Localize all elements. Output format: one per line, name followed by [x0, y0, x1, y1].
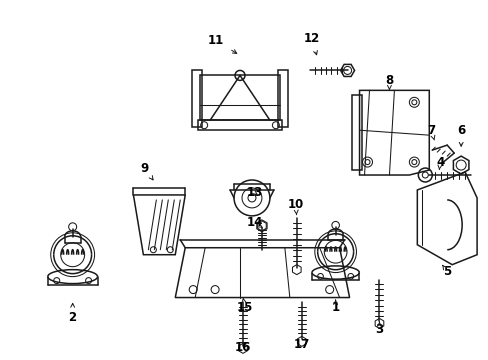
Text: 9: 9	[140, 162, 148, 175]
Text: 8: 8	[385, 74, 393, 87]
Text: 16: 16	[234, 341, 251, 354]
Text: 14: 14	[246, 216, 263, 229]
Text: 15: 15	[236, 301, 253, 314]
Text: 10: 10	[287, 198, 304, 211]
Text: 4: 4	[435, 156, 444, 168]
Text: 17: 17	[293, 338, 309, 351]
Text: 6: 6	[456, 124, 465, 137]
Text: 13: 13	[246, 186, 263, 199]
Text: 7: 7	[427, 124, 434, 137]
Text: 11: 11	[207, 34, 224, 47]
Text: 12: 12	[303, 32, 319, 45]
Text: 2: 2	[68, 311, 77, 324]
Text: 5: 5	[442, 265, 450, 278]
Text: 3: 3	[375, 323, 383, 336]
Text: 1: 1	[331, 301, 339, 314]
